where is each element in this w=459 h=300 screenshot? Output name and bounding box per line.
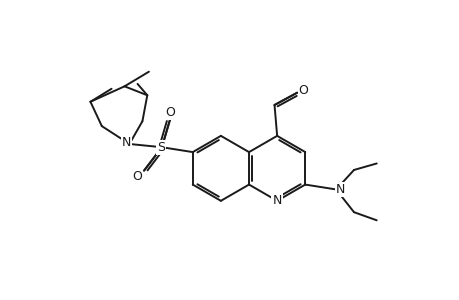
Text: O: O <box>165 106 175 119</box>
Text: N: N <box>122 136 131 149</box>
Text: O: O <box>131 170 141 183</box>
Text: O: O <box>298 83 308 97</box>
Text: N: N <box>272 194 281 207</box>
Text: N: N <box>336 183 345 196</box>
Text: S: S <box>157 141 164 154</box>
